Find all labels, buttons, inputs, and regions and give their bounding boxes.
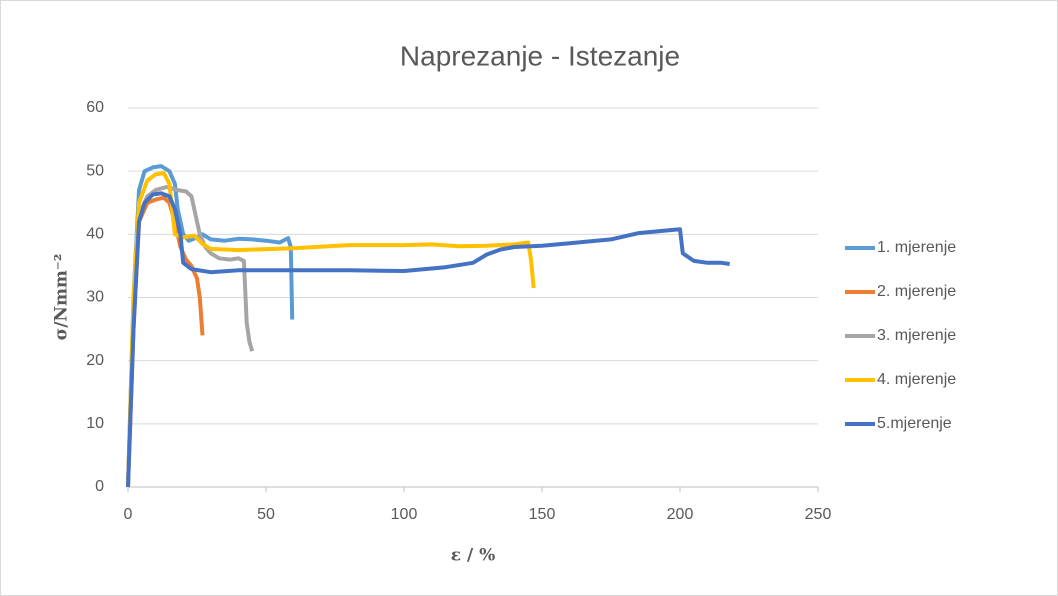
x-tick-label: 250 bbox=[805, 506, 832, 523]
x-tick-label: 0 bbox=[124, 506, 133, 523]
legend-label: 4. mjerenje bbox=[877, 371, 956, 388]
legend-label: 2. mjerenje bbox=[877, 283, 956, 300]
series-line bbox=[126, 191, 730, 488]
y-tick-label: 40 bbox=[86, 226, 104, 243]
y-tick-label: 60 bbox=[86, 99, 104, 116]
y-tick-label: 10 bbox=[86, 415, 104, 432]
x-tick-label: 100 bbox=[391, 506, 418, 523]
series-line bbox=[126, 185, 255, 488]
y-tick-label: 30 bbox=[86, 289, 104, 306]
x-tick-label: 200 bbox=[667, 506, 694, 523]
y-axis-title: σ/Nmm⁻² bbox=[52, 254, 72, 341]
x-tick-label: 150 bbox=[529, 506, 556, 523]
chart-title: Naprezanje - Istezanje bbox=[400, 40, 680, 71]
legend-label: 1. mjerenje bbox=[877, 239, 956, 256]
y-tick-label: 0 bbox=[95, 478, 104, 495]
x-tick-label: 50 bbox=[257, 506, 275, 523]
legend-label: 5.mjerenje bbox=[877, 415, 952, 432]
y-tick-label: 50 bbox=[86, 162, 104, 179]
y-tick-label: 20 bbox=[86, 352, 104, 369]
series-line bbox=[126, 164, 295, 488]
series-line bbox=[126, 171, 536, 488]
x-axis-title: ε / % bbox=[451, 546, 496, 566]
legend-label: 3. mjerenje bbox=[877, 327, 956, 344]
